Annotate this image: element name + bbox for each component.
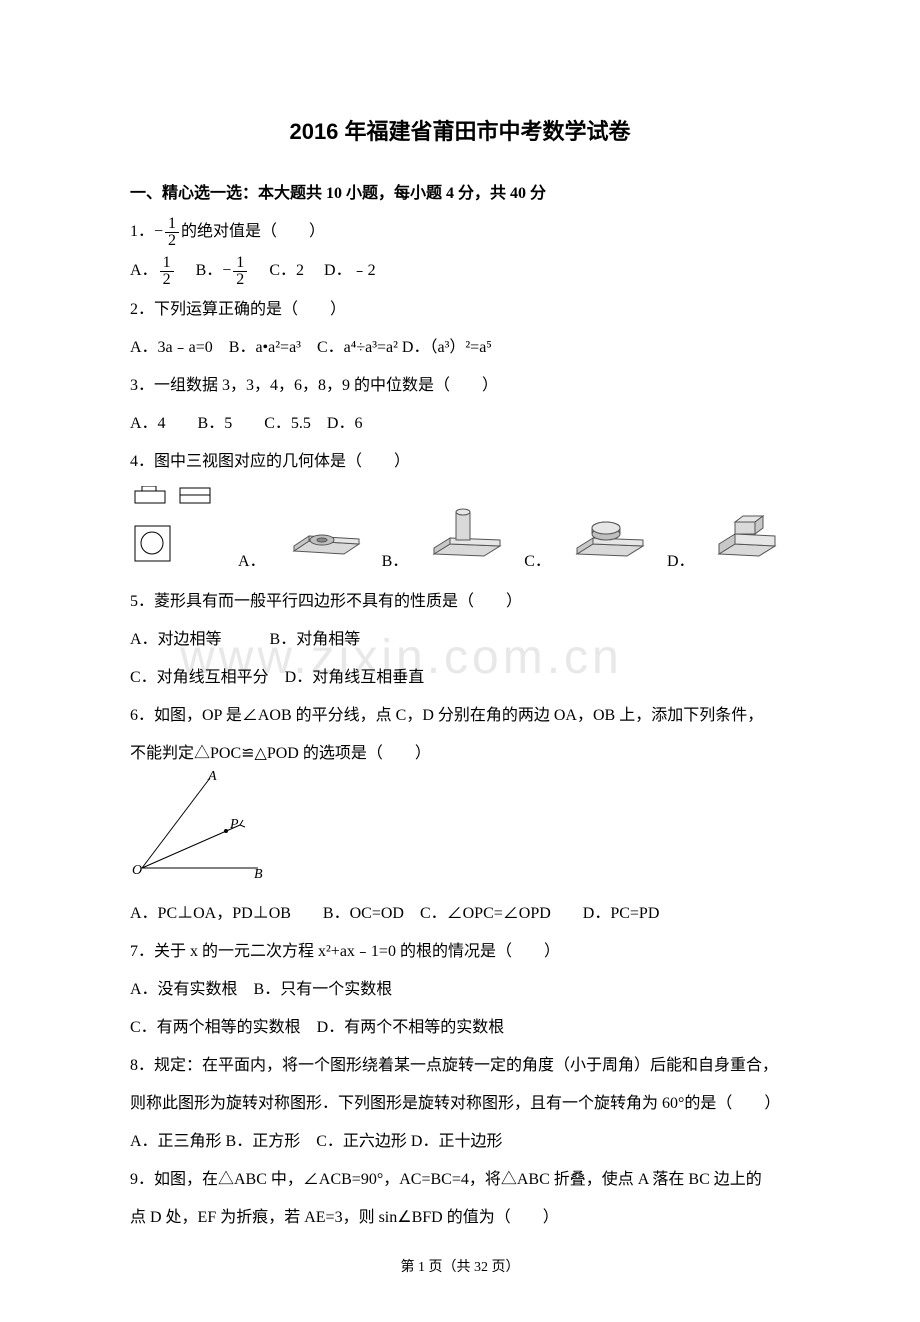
q1-C: C．2 bbox=[269, 262, 304, 279]
q1-frac-num: 1 bbox=[165, 216, 179, 233]
question-9-stem-2: 点 D 处，EF 为折痕，若 AE=3，则 sin∠BFD 的值为（ ） bbox=[130, 1202, 790, 1234]
question-3-stem: 3．一组数据 3，3，4，6，8，9 的中位数是（ ） bbox=[130, 370, 790, 402]
question-8-stem-1: 8．规定：在平面内，将一个图形绕着某一点旋转一定的角度（小于周角）后能和自身重合… bbox=[130, 1050, 790, 1082]
three-views-icon bbox=[130, 486, 220, 578]
question-5-stem: 5．菱形具有而一般平行四边形不具有的性质是（ ） bbox=[130, 586, 790, 618]
q1-stem-post: 的绝对值是（ ） bbox=[181, 223, 325, 240]
question-5-options-1: A．对边相等 B．对角相等 bbox=[130, 624, 790, 656]
q1-B-frac: 12 bbox=[233, 255, 247, 288]
question-7-stem: 7．关于 x 的一元二次方程 x²+ax﹣1=0 的根的情况是（ ） bbox=[130, 936, 790, 968]
question-4-stem: 4．图中三视图对应的几何体是（ ） bbox=[130, 446, 790, 478]
section-heading: 一、精心选一选：本大题共 10 小题，每小题 4 分，共 40 分 bbox=[130, 178, 790, 210]
question-9-stem-1: 9．如图，在△ABC 中，∠ACB=90°，AC=BC=4，将△ABC 折叠，使… bbox=[130, 1164, 790, 1196]
exam-title: 2016 年福建省莆田市中考数学试卷 bbox=[130, 110, 790, 154]
q6-label-P: P bbox=[229, 817, 239, 832]
q6-label-B: B bbox=[254, 867, 263, 880]
q1-A-num: 1 bbox=[160, 255, 174, 272]
question-7-options-2: C．有两个相等的实数根 D．有两个不相等的实数根 bbox=[130, 1012, 790, 1044]
q6-label-A: A bbox=[207, 770, 217, 784]
solid-C-icon bbox=[569, 506, 649, 578]
question-6-figure: A P O B bbox=[130, 770, 790, 892]
question-2-options: A．3a﹣a=0 B．a•a²=a³ C．a⁴÷a³=a² D．（a³）²=a⁵ bbox=[130, 332, 790, 364]
page-footer: 第 1 页（共 32 页） bbox=[130, 1254, 790, 1282]
question-6-stem-2: 不能判定△POC≌△POD 的选项是（ ） bbox=[130, 738, 790, 770]
q4-A-label: A． bbox=[238, 546, 266, 578]
q4-B-label: B． bbox=[382, 546, 409, 578]
question-8-stem-2: 则称此图形为旋转对称图形．下列图形是旋转对称图形，且有一个旋转角为 60°的是（… bbox=[130, 1088, 790, 1120]
q1-frac-den: 2 bbox=[165, 233, 179, 249]
question-7-options-1: A．没有实数根 B．只有一个实数根 bbox=[130, 974, 790, 1006]
question-2-stem: 2．下列运算正确的是（ ） bbox=[130, 294, 790, 326]
question-8-options: A．正三角形 B．正方形 C．正六边形 D．正十边形 bbox=[130, 1126, 790, 1158]
solid-D-icon bbox=[713, 506, 783, 578]
q1-A-frac: 12 bbox=[160, 255, 174, 288]
question-3-options: A．4 B．5 C．5.5 D．6 bbox=[130, 408, 790, 440]
q1-B-den: 2 bbox=[233, 272, 247, 288]
question-6-stem-1: 6．如图，OP 是∠AOB 的平分线，点 C，D 分别在角的两边 OA，OB 上… bbox=[130, 700, 790, 732]
q1-A-den: 2 bbox=[160, 272, 174, 288]
q1-A-label: A． bbox=[130, 262, 158, 279]
q4-C-label: C． bbox=[524, 546, 551, 578]
q1-B-num: 1 bbox=[233, 255, 247, 272]
question-1: 1．−12的绝对值是（ ） bbox=[130, 216, 790, 249]
q1-stem-pre: 1． bbox=[130, 223, 154, 240]
q4-D-label: D． bbox=[667, 546, 695, 578]
q1-D: D．﹣2 bbox=[324, 262, 376, 279]
question-5-options-2: C．对角线互相平分 D．对角线互相垂直 bbox=[130, 662, 790, 694]
q6-label-O: O bbox=[132, 863, 142, 878]
q1-B-label: B． bbox=[196, 262, 223, 279]
solid-B-icon bbox=[426, 506, 506, 578]
q1-fraction: 12 bbox=[165, 216, 179, 249]
question-4-figures: A． B． C． bbox=[130, 486, 790, 578]
q1-options: A．12 B．−12 C．2 D．﹣2 bbox=[130, 255, 790, 288]
solid-A-icon bbox=[284, 506, 364, 578]
question-6-options: A．PC⊥OA，PD⊥OB B．OC=OD C．∠OPC=∠OPD D．PC=P… bbox=[130, 898, 790, 930]
